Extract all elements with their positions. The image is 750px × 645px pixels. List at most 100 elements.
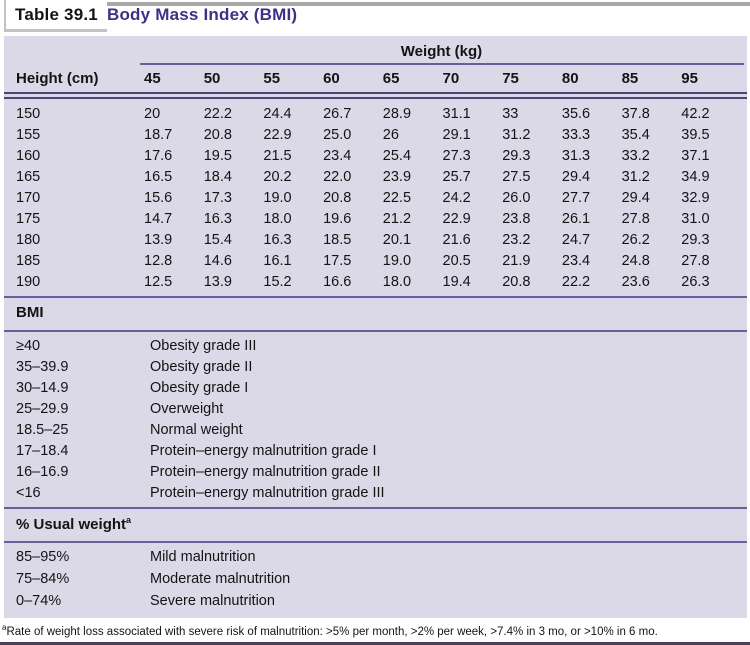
table-title: Body Mass Index (BMI): [107, 5, 298, 24]
bmi-value-cell: 26.2: [621, 231, 650, 248]
bmi-value-cell: 29.4: [561, 168, 591, 185]
bmi-value-cell: 17.3: [203, 189, 232, 206]
bmi-classification-row: 30–14.9 Obesity grade I: [4, 377, 747, 398]
bmi-range-cell: 16–16.9: [16, 463, 69, 480]
weight-column-header: 45: [144, 69, 161, 87]
weight-table-row: 185 12.8 14.6 16.1 17.5 19.0 20.5 21.9 23.4 24.8 2…: [4, 250, 747, 271]
bottom-rule: [0, 642, 750, 645]
bmi-range-cell: ≥40: [16, 337, 41, 354]
bmi-value-cell: 29.1: [442, 126, 471, 143]
bmi-value-cell: 32.9: [681, 189, 710, 206]
bmi-label-cell: Protein–energy malnutrition grade II: [150, 463, 381, 480]
bmi-value-cell: 18.0: [263, 210, 292, 227]
bmi-section-title: BMI: [16, 304, 44, 321]
bmi-value-cell: 19.5: [203, 147, 232, 164]
height-cell: 155: [16, 126, 41, 143]
usual-weight-row: 85–95% Mild malnutrition: [4, 546, 747, 568]
bmi-value-cell: 24.7: [561, 231, 591, 248]
weight-group-spacer: [16, 43, 144, 60]
bmi-value-cell: 23.6: [621, 273, 650, 290]
bmi-classification-row: 18.5–25 Normal weight: [4, 419, 747, 440]
usual-label-cell: Severe malnutrition: [150, 593, 275, 609]
bmi-value-cell: 33.3: [561, 126, 591, 143]
bmi-value-cell: 12.8: [144, 252, 173, 269]
bmi-value-cell: 27.5: [502, 168, 531, 185]
bmi-value-cell: 17.6: [144, 147, 173, 164]
bmi-label-cell: Overweight: [150, 400, 224, 417]
weight-table-row: 160 17.6 19.5 21.5 23.4 25.4 27.3 29.3 31.3 33.2 3…: [4, 145, 747, 166]
bmi-value-cell: 19.0: [382, 252, 412, 269]
bmi-value-cell: 25.4: [382, 147, 412, 164]
weight-table-body: 150 20 22.2 24.4 26.7 28.9 31.1 33 35.6 37.8 42.2 1…: [4, 103, 747, 292]
bmi-value-cell: 18.4: [203, 168, 232, 185]
height-cell: 160: [16, 147, 41, 164]
bmi-value-cell: 15.2: [263, 273, 292, 290]
top-rule: [88, 2, 750, 6]
bmi-value-cell: 13.9: [203, 273, 232, 290]
bmi-value-cell: 23.2: [502, 231, 531, 248]
bmi-value-cell: 37.8: [621, 105, 650, 122]
bmi-value-cell: 23.9: [382, 168, 412, 185]
bmi-value-cell: 20.2: [263, 168, 292, 185]
usual-weight-superscript: a: [126, 515, 132, 525]
bmi-value-cell: 42.2: [681, 105, 710, 122]
bmi-value-cell: 27.3: [442, 147, 471, 164]
weight-column-header: 55: [263, 69, 281, 87]
usual-weight-section-header: % Usual weighta: [4, 512, 747, 537]
bmi-range-cell: 17–18.4: [16, 442, 69, 459]
bmi-value-cell: 34.9: [681, 168, 710, 185]
bmi-value-cell: 23.4: [561, 252, 591, 269]
bmi-value-cell: 29.3: [502, 147, 531, 164]
weight-column-header: 50: [203, 69, 221, 87]
bmi-value-cell: 26.1: [561, 210, 591, 227]
bmi-value-cell: 22.0: [323, 168, 352, 185]
height-cell: 190: [16, 273, 41, 290]
weight-column-header: 80: [561, 69, 579, 87]
bmi-value-cell: 16.5: [144, 168, 173, 185]
bmi-value-cell: 31.1: [442, 105, 471, 122]
weight-table-row: 175 14.7 16.3 18.0 19.6 21.2 22.9 23.8 26.1 27.8 3…: [4, 208, 747, 229]
bmi-classification-row: 16–16.9 Protein–energy malnutrition grade…: [4, 461, 747, 482]
weight-group-underline-row: [4, 60, 747, 65]
bmi-section-body: ≥40 Obesity grade III 35–39.9 Obesity grade…: [4, 335, 747, 503]
weight-column-header: 75: [502, 69, 519, 87]
bmi-value-cell: 25.7: [442, 168, 471, 185]
bmi-top-rule: [4, 296, 747, 298]
bmi-value-cell: 24.4: [263, 105, 292, 122]
weight-group-underline: [140, 63, 744, 65]
weight-header-row: Height (cm) 45 50 55 60 65 70 75 80 85 95: [4, 65, 747, 91]
table-panel: Weight (kg) Height (cm) 45 50 55 60 65 70 75 80…: [4, 36, 747, 618]
bmi-classification-row: 35–39.9 Obesity grade II: [4, 356, 747, 377]
bmi-range-cell: <16: [16, 484, 41, 501]
title-bar: Table 39.1 Body Mass Index (BMI): [0, 0, 750, 36]
weight-table-row: 150 20 22.2 24.4 26.7 28.9 31.1 33 35.6 37.8 42.2: [4, 103, 747, 124]
bmi-value-cell: 31.2: [621, 168, 650, 185]
bmi-value-cell: 26: [382, 126, 399, 143]
height-cell: 170: [16, 189, 41, 206]
bmi-value-cell: 33: [502, 105, 519, 122]
bmi-label-cell: Normal weight: [150, 421, 243, 438]
usual-range-cell: 75–84%: [16, 571, 70, 587]
bmi-value-cell: 21.2: [382, 210, 412, 227]
height-column-header: Height (cm): [16, 69, 99, 87]
bmi-value-cell: 18.0: [382, 273, 412, 290]
usual-top-rule: [4, 507, 747, 509]
footnote-superscript: a: [2, 623, 7, 633]
usual-bottom-rule: [4, 541, 747, 543]
bmi-value-cell: 31.3: [561, 147, 591, 164]
usual-range-cell: 85–95%: [16, 549, 70, 565]
bmi-value-cell: 24.2: [442, 189, 471, 206]
weight-table-row: 165 16.5 18.4 20.2 22.0 23.9 25.7 27.5 29.4 31.2 3…: [4, 166, 747, 187]
bmi-range-cell: 30–14.9: [16, 379, 69, 396]
bmi-value-cell: 22.9: [442, 210, 471, 227]
weight-column-header: 95: [681, 69, 698, 87]
footnote: aRate of weight loss associated with sev…: [2, 623, 658, 638]
usual-weight-title: % Usual weight: [16, 516, 127, 533]
bmi-value-cell: 18.7: [144, 126, 173, 143]
bmi-value-cell: 21.6: [442, 231, 471, 248]
weight-group-row: Weight (kg): [4, 36, 747, 60]
bmi-value-cell: 21.5: [263, 147, 292, 164]
bmi-value-cell: 27.7: [561, 189, 591, 206]
bmi-value-cell: 16.1: [263, 252, 292, 269]
